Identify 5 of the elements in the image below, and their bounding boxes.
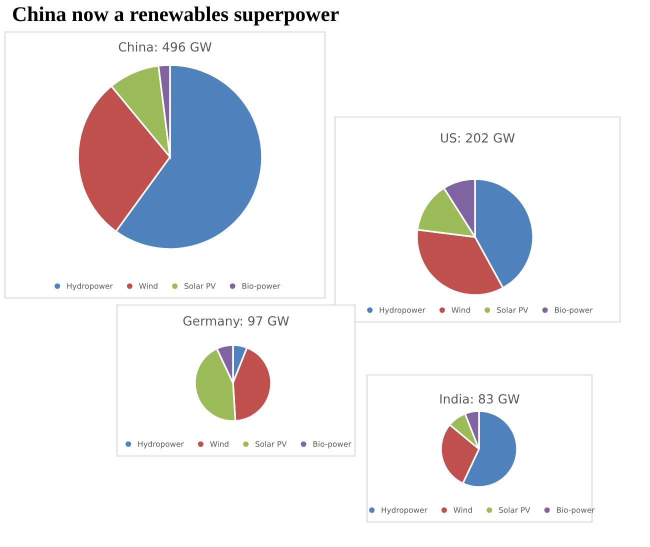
- chart-title: Germany: 97 GW: [183, 316, 289, 328]
- chart-title: China: 496 GW: [118, 42, 212, 52]
- chart-title: US: 202 GW: [441, 133, 515, 143]
- chart-title: India: 83 GW: [440, 394, 520, 404]
- text: China now a renewables superpower: [13, 6, 339, 26]
